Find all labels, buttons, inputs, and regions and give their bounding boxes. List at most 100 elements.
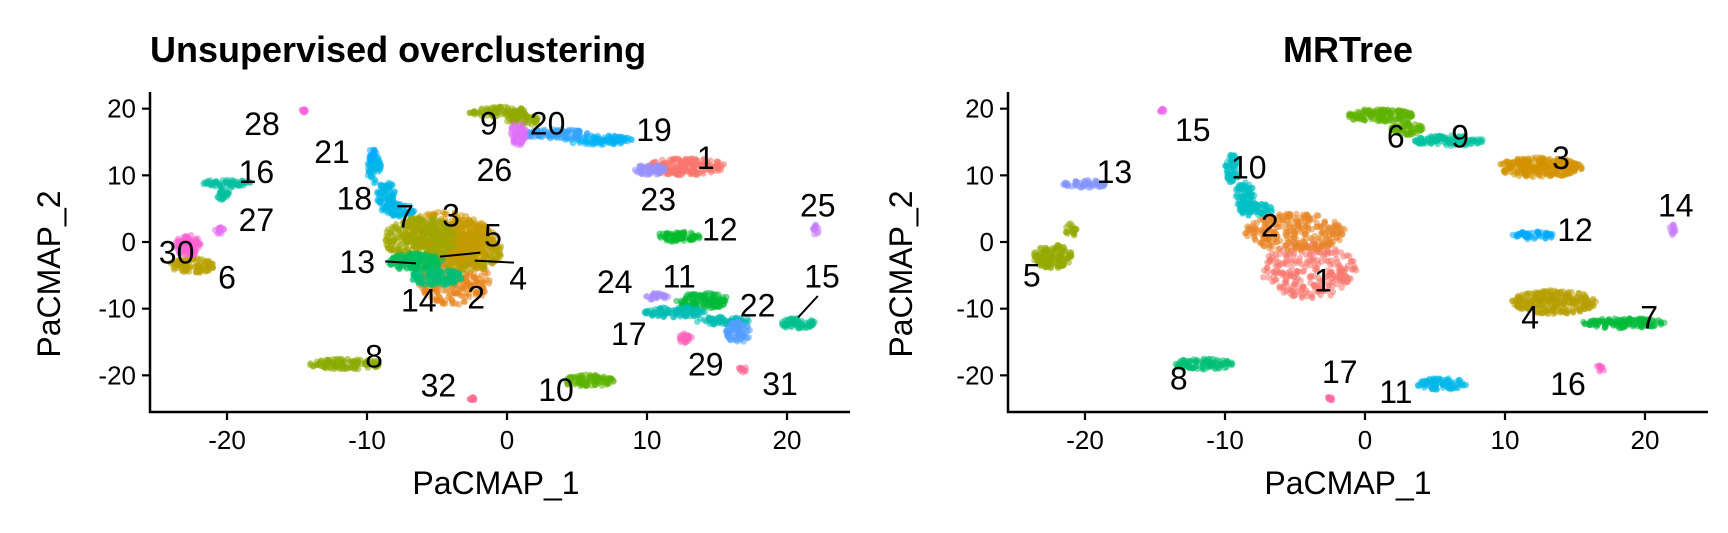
point <box>692 164 699 172</box>
point <box>564 375 571 382</box>
point <box>1550 293 1558 301</box>
cluster-label-32: 32 <box>421 367 457 403</box>
point <box>400 230 407 237</box>
point <box>429 245 436 252</box>
point <box>409 215 416 222</box>
point <box>1329 230 1336 237</box>
point <box>453 219 460 226</box>
point <box>436 217 443 225</box>
point <box>1542 307 1549 314</box>
point <box>507 129 515 137</box>
point <box>442 245 450 253</box>
point <box>1291 281 1299 288</box>
point <box>225 188 233 195</box>
point <box>480 284 487 292</box>
point <box>432 297 439 304</box>
point <box>714 161 721 168</box>
point <box>1349 266 1356 273</box>
x-tick-label: 10 <box>633 425 662 455</box>
cluster-27-points <box>211 224 227 237</box>
point <box>1284 247 1292 254</box>
point <box>491 106 499 113</box>
point <box>662 234 669 241</box>
point <box>575 372 582 380</box>
point <box>451 210 459 217</box>
point <box>795 318 802 326</box>
point <box>712 318 719 325</box>
point <box>1068 225 1076 232</box>
point <box>582 371 590 378</box>
cluster-25-points <box>809 221 822 238</box>
point <box>1054 262 1062 269</box>
point <box>435 292 443 300</box>
point <box>441 300 449 307</box>
x-axis-label: PaCMAP_1 <box>412 465 579 501</box>
point <box>731 324 738 331</box>
point <box>612 133 619 140</box>
point <box>200 264 207 271</box>
point <box>213 178 220 186</box>
point <box>222 177 229 185</box>
cluster-label-13: 13 <box>339 244 375 280</box>
point <box>437 237 444 245</box>
point <box>1302 263 1309 271</box>
cluster-label-23: 23 <box>640 181 676 217</box>
point <box>1067 249 1074 256</box>
point <box>1539 162 1547 169</box>
point <box>636 162 643 170</box>
point <box>1276 262 1283 269</box>
point <box>416 251 424 258</box>
point <box>1337 277 1344 285</box>
points-layer <box>167 103 822 403</box>
point <box>582 382 590 390</box>
point <box>361 360 369 368</box>
point <box>601 134 608 141</box>
point <box>1305 243 1312 251</box>
point <box>1301 231 1309 238</box>
point <box>413 219 420 226</box>
point <box>346 364 353 371</box>
point <box>1244 223 1251 230</box>
cluster-label-10: 10 <box>538 372 574 408</box>
point <box>510 136 517 143</box>
point <box>604 377 611 385</box>
point <box>1284 236 1291 243</box>
point <box>474 220 481 227</box>
point <box>515 113 523 121</box>
point <box>1052 248 1060 255</box>
point <box>375 168 382 175</box>
cluster-11-points <box>673 289 730 312</box>
y-tick-label: 20 <box>107 94 136 124</box>
point <box>1275 245 1282 253</box>
point <box>455 244 463 251</box>
point <box>1302 223 1310 230</box>
point <box>673 158 681 165</box>
point <box>386 239 394 246</box>
point <box>638 170 645 178</box>
point <box>1526 290 1533 297</box>
point <box>471 228 478 236</box>
point <box>647 296 654 303</box>
point <box>1347 258 1355 265</box>
point <box>517 133 524 140</box>
cluster-label-8: 8 <box>365 339 383 375</box>
point <box>572 379 580 387</box>
point <box>411 228 418 235</box>
point <box>1561 297 1569 304</box>
point <box>446 224 453 231</box>
plot-area: -20 -10 0 10 20-20-1001020123456789101112131… <box>98 92 850 455</box>
point <box>436 223 443 230</box>
point <box>377 181 385 188</box>
cluster-label-26: 26 <box>477 152 513 188</box>
point <box>392 221 400 228</box>
point <box>1532 289 1539 296</box>
point <box>425 271 432 278</box>
cluster-label-19: 19 <box>636 112 672 148</box>
point <box>654 290 662 297</box>
point <box>448 241 456 249</box>
cluster-label-28: 28 <box>244 106 280 142</box>
cluster-label-6: 6 <box>218 259 236 295</box>
point <box>429 255 437 262</box>
point <box>1317 235 1325 242</box>
cluster-31-points <box>736 364 749 376</box>
